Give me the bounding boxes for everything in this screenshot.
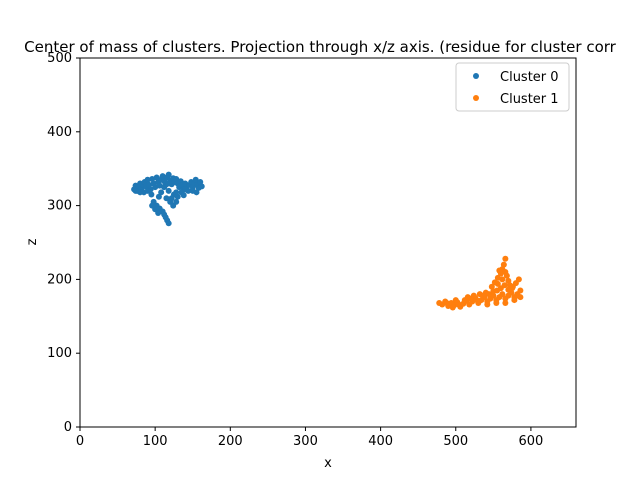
x-tick-label: 200 <box>218 434 243 449</box>
cluster-1-point <box>484 301 491 308</box>
cluster-1-point <box>490 288 497 295</box>
x-tick-label: 600 <box>518 434 543 449</box>
cluster-1-point <box>500 261 507 268</box>
cluster-1-point <box>509 283 516 290</box>
chart-title: Center of mass of clusters. Projection t… <box>24 38 617 56</box>
cluster-0-point <box>155 209 162 216</box>
y-axis-ticks: 0 100 200 300 400 500 <box>47 51 80 435</box>
legend-frame <box>455 62 570 112</box>
cluster-1-point <box>517 294 524 301</box>
cluster-0-point <box>173 198 180 205</box>
cluster-1-point <box>452 297 459 304</box>
cluster-1-point <box>515 276 522 283</box>
cluster-0-point <box>156 182 163 189</box>
cluster-1-point <box>502 300 509 307</box>
cluster-0-point <box>144 187 151 194</box>
legend-label-cluster-1: Cluster 1 <box>500 92 559 107</box>
cluster-1-point <box>511 297 518 304</box>
cluster-0-point <box>132 187 139 194</box>
cluster-0-point <box>152 184 159 191</box>
data-points <box>131 171 524 311</box>
cluster-0-point <box>161 184 168 191</box>
cluster-0-point <box>148 191 155 198</box>
cluster-1-point <box>499 276 506 283</box>
cluster-1-point <box>502 255 509 262</box>
legend-label-cluster-0: Cluster 0 <box>500 70 559 85</box>
cluster-1-point <box>473 297 480 304</box>
cluster-1-point <box>443 300 450 307</box>
cluster-1-point <box>455 301 462 308</box>
cluster-0-point <box>149 202 156 209</box>
cluster-0-point <box>163 195 170 202</box>
plot-frame <box>79 57 577 428</box>
x-axis-ticks: 0 100 200 300 400 500 600 <box>76 427 543 449</box>
y-tick-label: 0 <box>64 420 72 435</box>
cluster-0-point <box>158 189 165 196</box>
x-tick-label: 400 <box>368 434 393 449</box>
y-tick-label: 300 <box>47 199 72 214</box>
cluster-0-point <box>168 195 175 202</box>
cluster-0-point <box>165 220 172 227</box>
cluster-1-point <box>496 267 503 274</box>
cluster-1-point <box>505 286 512 293</box>
cluster-0-point <box>144 176 151 183</box>
x-tick-label: 300 <box>293 434 318 449</box>
legend-marker-cluster-1 <box>473 95 479 101</box>
cluster-1-point <box>517 287 524 294</box>
cluster-1-point <box>494 274 501 281</box>
cluster-0-point <box>165 171 172 178</box>
x-axis-label: x <box>324 456 332 471</box>
y-tick-label: 500 <box>47 51 72 66</box>
cluster-0-point <box>159 173 166 180</box>
x-tick-label: 0 <box>76 434 84 449</box>
cluster-0-point <box>174 193 181 200</box>
x-tick-label: 500 <box>443 434 468 449</box>
cluster-1-point <box>502 269 509 276</box>
cluster-1-point <box>449 304 456 311</box>
cluster-1-point <box>499 291 506 298</box>
y-axis-label: z <box>25 238 40 245</box>
cluster-0-point <box>192 176 199 183</box>
x-tick-label: 100 <box>143 434 168 449</box>
legend: Cluster 0 Cluster 1 <box>455 62 570 112</box>
y-tick-label: 100 <box>47 346 72 361</box>
cluster-1-point <box>476 291 483 298</box>
cluster-1-point <box>493 300 500 307</box>
cluster-0-point <box>198 183 205 190</box>
legend-marker-cluster-0 <box>473 73 479 79</box>
cluster-0-point <box>155 193 162 200</box>
cluster-0-point <box>182 186 189 193</box>
cluster-1-point <box>490 292 497 299</box>
cluster-1-point <box>494 280 501 287</box>
cluster-0-point <box>180 192 187 199</box>
plot-area: 0 100 200 300 400 500 600 0 100 200 300 400 500 <box>47 51 577 449</box>
y-tick-label: 400 <box>47 125 72 140</box>
cluster-0-point <box>137 189 144 196</box>
cluster-1-point <box>470 292 477 299</box>
y-tick-label: 200 <box>47 272 72 287</box>
cluster-0-point <box>165 180 172 187</box>
cluster-0-point <box>165 187 172 194</box>
cluster-0-point <box>193 189 200 196</box>
cluster-1-point <box>501 282 508 289</box>
cluster-1-point <box>464 294 471 301</box>
